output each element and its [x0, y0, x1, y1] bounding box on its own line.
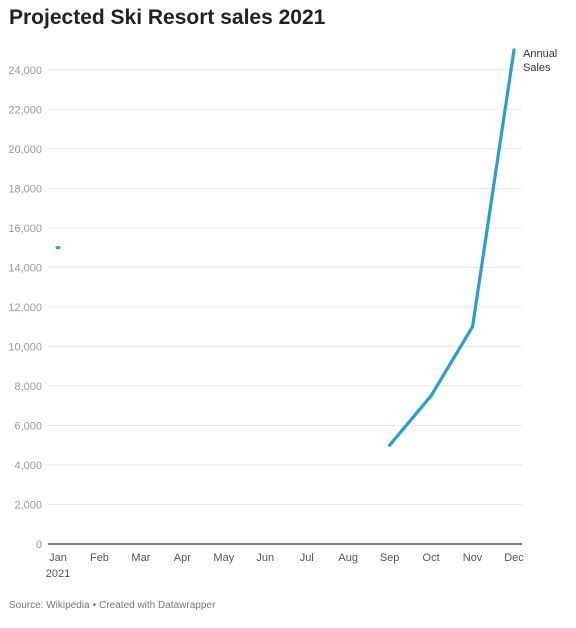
- series-lines: [55, 48, 516, 447]
- series-line: [388, 48, 516, 447]
- y-tick-label: 22,000: [8, 104, 42, 116]
- series-name-label: Annual Sales: [523, 48, 557, 74]
- x-tick-label: Oct: [423, 552, 440, 564]
- y-axis-ticks: 0 2,000 4,000 6,000 8,000 10,000 12,000 14,000 1…: [8, 65, 42, 551]
- x-tick-label: Feb: [90, 552, 109, 564]
- credit-note: Created with Datawrapper: [99, 600, 216, 611]
- x-tick-label: Jan: [49, 552, 67, 564]
- chart-title: Projected Ski Resort sales 2021: [9, 6, 326, 29]
- x-tick-label: Aug: [338, 552, 358, 564]
- y-tick-label: 16,000: [8, 223, 42, 235]
- x-year-label: 2021: [46, 568, 70, 580]
- chart-footer: Source: Wikipedia • Created with Datawrapp…: [9, 600, 215, 611]
- source-note: Source: Wikipedia: [9, 600, 90, 611]
- series-labels: Annual Sales: [523, 48, 557, 74]
- y-tick-label: 2,000: [14, 499, 42, 511]
- gridlines: [48, 69, 522, 545]
- x-tick-label: Sep: [380, 552, 400, 564]
- y-tick-label: 8,000: [14, 381, 42, 393]
- x-tick-label: Mar: [131, 552, 150, 564]
- x-tick-label: Jun: [256, 552, 274, 564]
- y-tick-label: 4,000: [14, 460, 42, 472]
- x-tick-label: May: [213, 552, 234, 564]
- y-tick-label: 6,000: [14, 420, 42, 432]
- y-tick-label: 12,000: [8, 302, 42, 314]
- x-axis-ticks: Jan Feb Mar Apr May Jun Jul Aug Sep Oct Nov Dec 2021: [46, 552, 525, 580]
- x-tick-label: Apr: [174, 552, 191, 564]
- x-tick-label: Dec: [504, 552, 524, 564]
- y-tick-label: 18,000: [8, 183, 42, 195]
- y-tick-label: 10,000: [8, 341, 42, 353]
- footer-separator: •: [92, 600, 97, 611]
- x-tick-label: Jul: [300, 552, 314, 564]
- y-tick-label: 24,000: [8, 65, 42, 77]
- y-tick-label: 14,000: [8, 262, 42, 274]
- x-tick-label: Nov: [463, 552, 483, 564]
- y-tick-label: 20,000: [8, 144, 42, 156]
- y-tick-label: 0: [36, 539, 42, 551]
